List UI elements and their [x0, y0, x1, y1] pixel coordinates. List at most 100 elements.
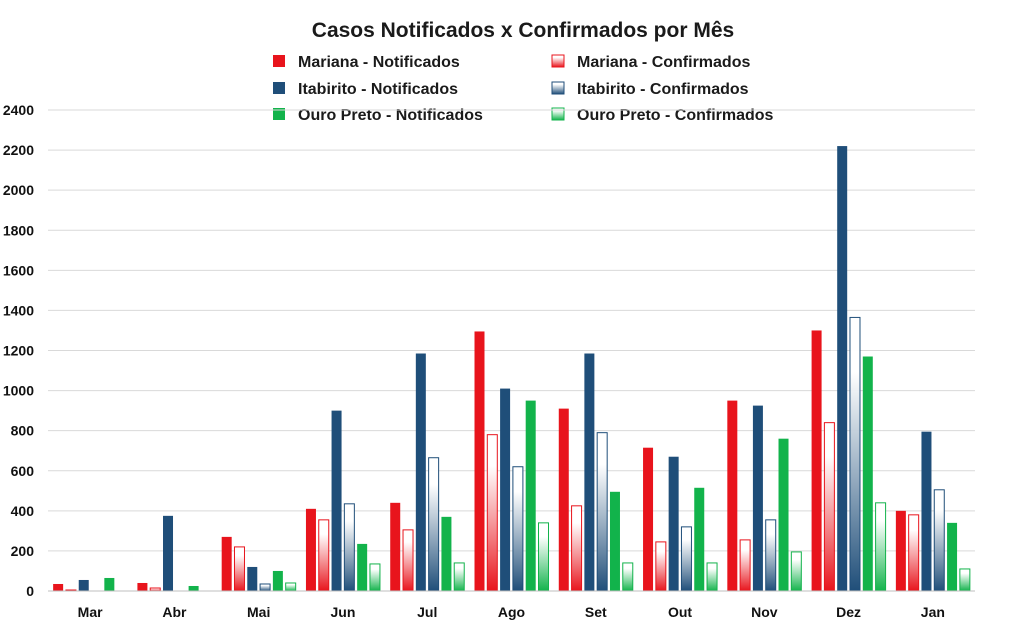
legend: Mariana - Notificados Mariana - Confirmad…	[273, 54, 774, 124]
legend-swatch	[273, 82, 285, 94]
x-tick-label: Out	[668, 604, 692, 620]
y-tick-label: 1600	[3, 262, 34, 278]
bar-ouro-preto-confirmados-ago	[538, 522, 549, 592]
bar-ouro-preto-notificados-jan	[947, 522, 958, 591]
bar-itabirito-notificados-jan	[921, 431, 932, 591]
bar-itabirito-confirmados-dez	[849, 316, 861, 592]
bar-group-jun	[305, 410, 381, 592]
bar-itabirito-confirmados-ago	[512, 466, 524, 592]
bar-group-ago	[474, 331, 549, 592]
bar-group-set	[558, 353, 634, 592]
bar-group-mar	[53, 577, 115, 592]
bar-itabirito-notificados-mai	[247, 566, 258, 591]
bar-mariana-notificados-nov	[727, 400, 738, 591]
y-tick-label: 1800	[3, 222, 34, 238]
bar-group-dez	[811, 146, 887, 592]
x-tick-label: Abr	[162, 604, 187, 620]
bar-ouro-preto-confirmados-dez	[875, 502, 887, 592]
y-axis-ticks: 0 200 400 600 800 1000 1200 1400 1600 1800 2000 220…	[3, 102, 34, 599]
y-tick-label: 0	[26, 583, 34, 599]
x-tick-label: Mar	[78, 604, 103, 620]
bar-itabirito-notificados-jun	[331, 410, 342, 591]
bar-mariana-confirmados-mai	[233, 546, 245, 592]
y-tick-label: 1200	[3, 343, 34, 359]
bar-ouro-preto-notificados-out	[694, 487, 705, 591]
bar-ouro-preto-confirmados-mai	[285, 582, 297, 592]
bar-group-mai	[221, 536, 297, 592]
legend-item-itabirito-notificados: Itabirito - Notificados	[273, 81, 458, 98]
y-tick-label: 2400	[3, 102, 34, 118]
legend-label: Mariana - Confirmados	[577, 54, 750, 71]
bar-group-abr	[137, 515, 199, 592]
legend-label: Itabirito - Notificados	[298, 81, 458, 98]
bar-mariana-notificados-jul	[390, 502, 401, 591]
bar-itabirito-confirmados-jun	[343, 503, 355, 592]
legend-label: Ouro Preto - Confirmados	[577, 107, 774, 124]
legend-swatch	[273, 55, 285, 67]
bar-mariana-confirmados-jan	[908, 514, 920, 592]
bar-ouro-preto-confirmados-jul	[453, 562, 465, 592]
bar-mariana-notificados-set	[558, 408, 569, 591]
bar-mariana-notificados-ago	[474, 331, 485, 591]
bar-ouro-preto-notificados-nov	[778, 438, 789, 591]
bar-itabirito-notificados-abr	[163, 515, 174, 591]
bar-itabirito-notificados-dez	[837, 146, 848, 591]
y-tick-label: 1000	[3, 383, 34, 399]
legend-label: Itabirito - Confirmados	[577, 81, 749, 98]
bar-ouro-preto-notificados-jul	[441, 516, 452, 591]
bar-itabirito-confirmados-jul	[428, 457, 440, 592]
x-tick-label: Jan	[921, 604, 945, 620]
chart-title: Casos Notificados x Confirmados por Mês	[312, 19, 734, 42]
bar-mariana-confirmados-nov	[739, 539, 751, 592]
bar-group-out	[643, 447, 718, 592]
legend-label: Ouro Preto - Notificados	[298, 107, 483, 124]
legend-label: Mariana - Notificados	[298, 54, 460, 71]
y-tick-label: 800	[11, 423, 35, 439]
bar-ouro-preto-confirmados-out	[706, 562, 718, 592]
bar-mariana-confirmados-set	[571, 505, 583, 592]
x-tick-label: Jun	[331, 604, 356, 620]
y-tick-label: 200	[11, 543, 35, 559]
bar-group-jan	[895, 431, 971, 592]
bar-itabirito-notificados-ago	[500, 388, 511, 591]
x-tick-label: Mai	[247, 604, 270, 620]
x-axis: Mar Abr Mai Jun Jul Ago Set Out Nov Dez Jan	[48, 590, 975, 620]
bar-ouro-preto-confirmados-jun	[369, 563, 381, 592]
legend-swatch	[551, 54, 565, 68]
bar-mariana-confirmados-ago	[486, 434, 498, 592]
bar-itabirito-notificados-mar	[78, 579, 89, 591]
bar-itabirito-confirmados-nov	[765, 519, 777, 592]
bar-itabirito-confirmados-mai	[259, 583, 271, 592]
bar-ouro-preto-notificados-jun	[357, 543, 368, 591]
bar-mariana-notificados-mai	[221, 536, 232, 591]
bar-itabirito-notificados-out	[668, 456, 679, 591]
bar-mariana-confirmados-out	[655, 541, 667, 592]
bar-mariana-notificados-jun	[305, 508, 316, 591]
bar-mariana-notificados-abr	[137, 582, 148, 591]
bar-mariana-notificados-mar	[53, 583, 64, 591]
bars	[53, 146, 971, 592]
bar-mariana-confirmados-jul	[402, 529, 414, 592]
y-tick-label: 2000	[3, 182, 34, 198]
bar-ouro-preto-notificados-set	[609, 491, 620, 591]
bar-itabirito-confirmados-jan	[933, 489, 945, 592]
y-tick-label: 600	[11, 463, 35, 479]
legend-item-itabirito-confirmados: Itabirito - Confirmados	[551, 81, 749, 98]
legend-item-mariana-confirmados: Mariana - Confirmados	[551, 54, 750, 71]
bar-ouro-preto-confirmados-set	[622, 562, 634, 592]
bar-mariana-notificados-out	[643, 447, 654, 591]
legend-item-ouro-preto-confirmados: Ouro Preto - Confirmados	[551, 107, 774, 124]
bar-ouro-preto-confirmados-nov	[790, 551, 802, 592]
bar-mariana-notificados-dez	[811, 330, 822, 591]
x-tick-label: Set	[585, 604, 607, 620]
x-tick-label: Dez	[836, 604, 861, 620]
bar-ouro-preto-notificados-mar	[104, 577, 115, 591]
bar-itabirito-notificados-nov	[752, 405, 763, 591]
bar-mariana-confirmados-dez	[823, 422, 835, 592]
bar-itabirito-notificados-jul	[415, 353, 426, 591]
bar-itabirito-confirmados-out	[680, 526, 692, 592]
legend-swatch	[273, 108, 285, 120]
legend-item-mariana-notificados: Mariana - Notificados	[273, 54, 460, 71]
y-tick-label: 2200	[3, 142, 34, 158]
